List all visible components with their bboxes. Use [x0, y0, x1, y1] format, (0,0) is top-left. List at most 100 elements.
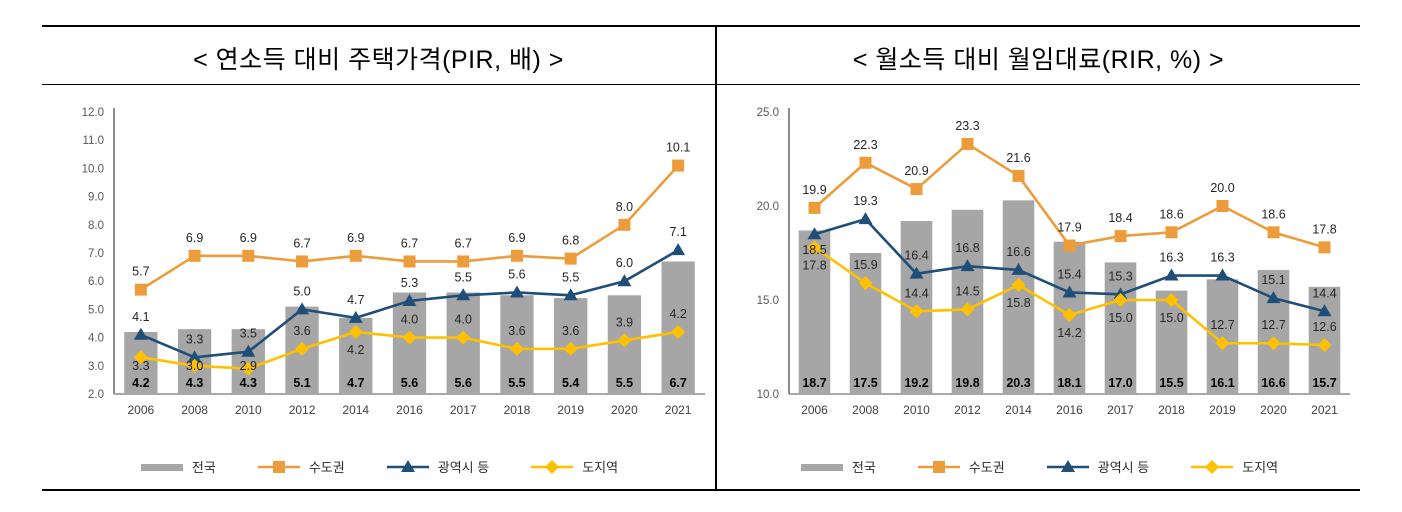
series-marker [1164, 268, 1179, 281]
series-value-label: 16.8 [955, 241, 979, 255]
x-axis-tick-label: 2019 [1209, 403, 1236, 417]
legend-point-icon [1205, 459, 1220, 474]
legend-item[interactable]: 수도권 [256, 457, 345, 476]
legend-item[interactable]: 전국 [799, 457, 876, 476]
bar-segment [951, 209, 984, 394]
series-marker [1113, 293, 1128, 307]
series-value-label: 2.9 [240, 359, 257, 373]
bar-value-label: 19.2 [904, 376, 928, 390]
legend-bar-icon [800, 463, 843, 471]
legend-item[interactable]: 광역시 등 [385, 457, 489, 476]
series-value-label: 4.2 [347, 343, 364, 357]
series-marker [960, 259, 975, 272]
bar-value-label: 18.1 [1057, 376, 1081, 390]
series-marker [961, 137, 974, 150]
series-value-label: 6.7 [293, 236, 310, 250]
series-value-label: 3.0 [186, 359, 203, 373]
legend-item[interactable]: 수도권 [916, 457, 1005, 476]
series-value-label: 18.5 [802, 243, 826, 257]
series-marker [1266, 336, 1281, 351]
series-value-label: 20.0 [1210, 181, 1234, 195]
chart-title-rir: < 월소득 대비 월임대료(RIR, %) > [852, 46, 1225, 74]
series-marker [618, 218, 631, 231]
series-value-label: 3.6 [562, 324, 579, 338]
series-marker [1063, 239, 1076, 252]
series-value-label: 21.6 [1006, 151, 1030, 165]
legend-label: 광역시 등 [437, 460, 490, 475]
x-axis-tick-label: 2010 [235, 403, 262, 417]
series-marker [403, 255, 416, 268]
chart-title-pir: < 연소득 대비 주택가격(PIR, 배) > [193, 46, 564, 74]
bar-segment [798, 230, 831, 394]
series-marker [134, 283, 147, 296]
bar-value-label: 6.7 [669, 376, 686, 390]
series-value-label: 6.7 [455, 236, 472, 250]
series-value-label: 7.1 [669, 225, 686, 239]
series-marker [510, 249, 523, 262]
legend-marker-icon [800, 463, 843, 471]
y-axis-tick-label: 12.0 [82, 107, 104, 119]
bar-value-label: 17.0 [1108, 376, 1132, 390]
bar-value-label: 5.1 [293, 376, 310, 390]
series-marker [1012, 169, 1025, 182]
legend-item[interactable]: 도지역 [529, 457, 618, 476]
bar-value-label: 4.3 [186, 376, 203, 390]
legend-item[interactable]: 전국 [139, 457, 216, 476]
legend-item[interactable]: 도지역 [1189, 457, 1278, 476]
series-marker [564, 252, 577, 265]
x-axis-tick-label: 2020 [611, 403, 638, 417]
series-value-label: 4.2 [669, 307, 686, 321]
chart-panel-pir: 12.0 11.0 10.0 9.0 8.0 7.0 6.0 5.0 4.0 3.0 2.0 4.2 4… [42, 90, 715, 488]
series-value-label: 15.0 [1159, 311, 1183, 325]
series-value-label: 17.8 [1312, 222, 1336, 236]
series-marker [1011, 277, 1026, 292]
series-value-label: 19.9 [802, 183, 826, 197]
bar-segment [1002, 200, 1035, 394]
bar-value-label: 4.2 [132, 376, 149, 390]
bar-value-label: 15.7 [1312, 376, 1336, 390]
series-value-label: 22.3 [853, 138, 877, 152]
series-marker [295, 341, 310, 356]
series-marker [960, 302, 975, 317]
bar-segment [1104, 262, 1137, 394]
legend-marker-icon [1046, 459, 1089, 472]
bar-value-label: 15.5 [1159, 376, 1183, 390]
x-axis-tick-label: 2014 [342, 403, 369, 417]
series-marker [1215, 336, 1230, 351]
series-value-label: 20.9 [904, 164, 928, 178]
y-axis-tick-label: 2.0 [88, 389, 104, 401]
series-marker [1164, 293, 1179, 307]
series-marker [1165, 226, 1178, 239]
series-marker [563, 288, 578, 301]
bar-value-label: 5.4 [562, 376, 579, 390]
x-axis-tick-label: 2012 [954, 403, 981, 417]
bar-value-label: 4.3 [240, 376, 257, 390]
series-marker [1011, 262, 1026, 275]
series-marker [187, 358, 202, 373]
series-value-label: 15.0 [1108, 311, 1132, 325]
series-marker [1216, 200, 1229, 212]
series-value-label: 3.6 [508, 324, 525, 338]
chart-legend-rir: 전국 수도권 광역시 등 도지역 [717, 457, 1360, 476]
series-marker [133, 350, 148, 365]
series-marker [1317, 338, 1332, 353]
legend-item[interactable]: 광역시 등 [1045, 457, 1149, 476]
series-marker [910, 183, 923, 196]
series-marker [188, 249, 201, 262]
series-value-label: 17.8 [802, 258, 826, 272]
series-value-label: 18.6 [1159, 207, 1183, 221]
series-value-label: 5.3 [401, 276, 418, 290]
series-value-label: 4.0 [401, 313, 418, 327]
chart-svg-rir: 25.0 20.0 15.0 10.0 18.7 17.5 19.2 19.8 20.3 18.1… [757, 107, 1350, 417]
x-axis-tick-label: 2008 [852, 403, 879, 417]
y-axis-tick-label: 8.0 [88, 220, 104, 232]
series-marker [807, 240, 822, 255]
bar-value-label: 20.3 [1006, 376, 1030, 390]
series-value-label: 5.7 [132, 265, 149, 279]
series-marker [241, 361, 256, 376]
series-value-label: 5.5 [562, 270, 579, 284]
series-marker [617, 274, 632, 287]
bar-value-label: 17.5 [853, 376, 877, 390]
y-axis-tick-label: 4.0 [88, 333, 104, 345]
